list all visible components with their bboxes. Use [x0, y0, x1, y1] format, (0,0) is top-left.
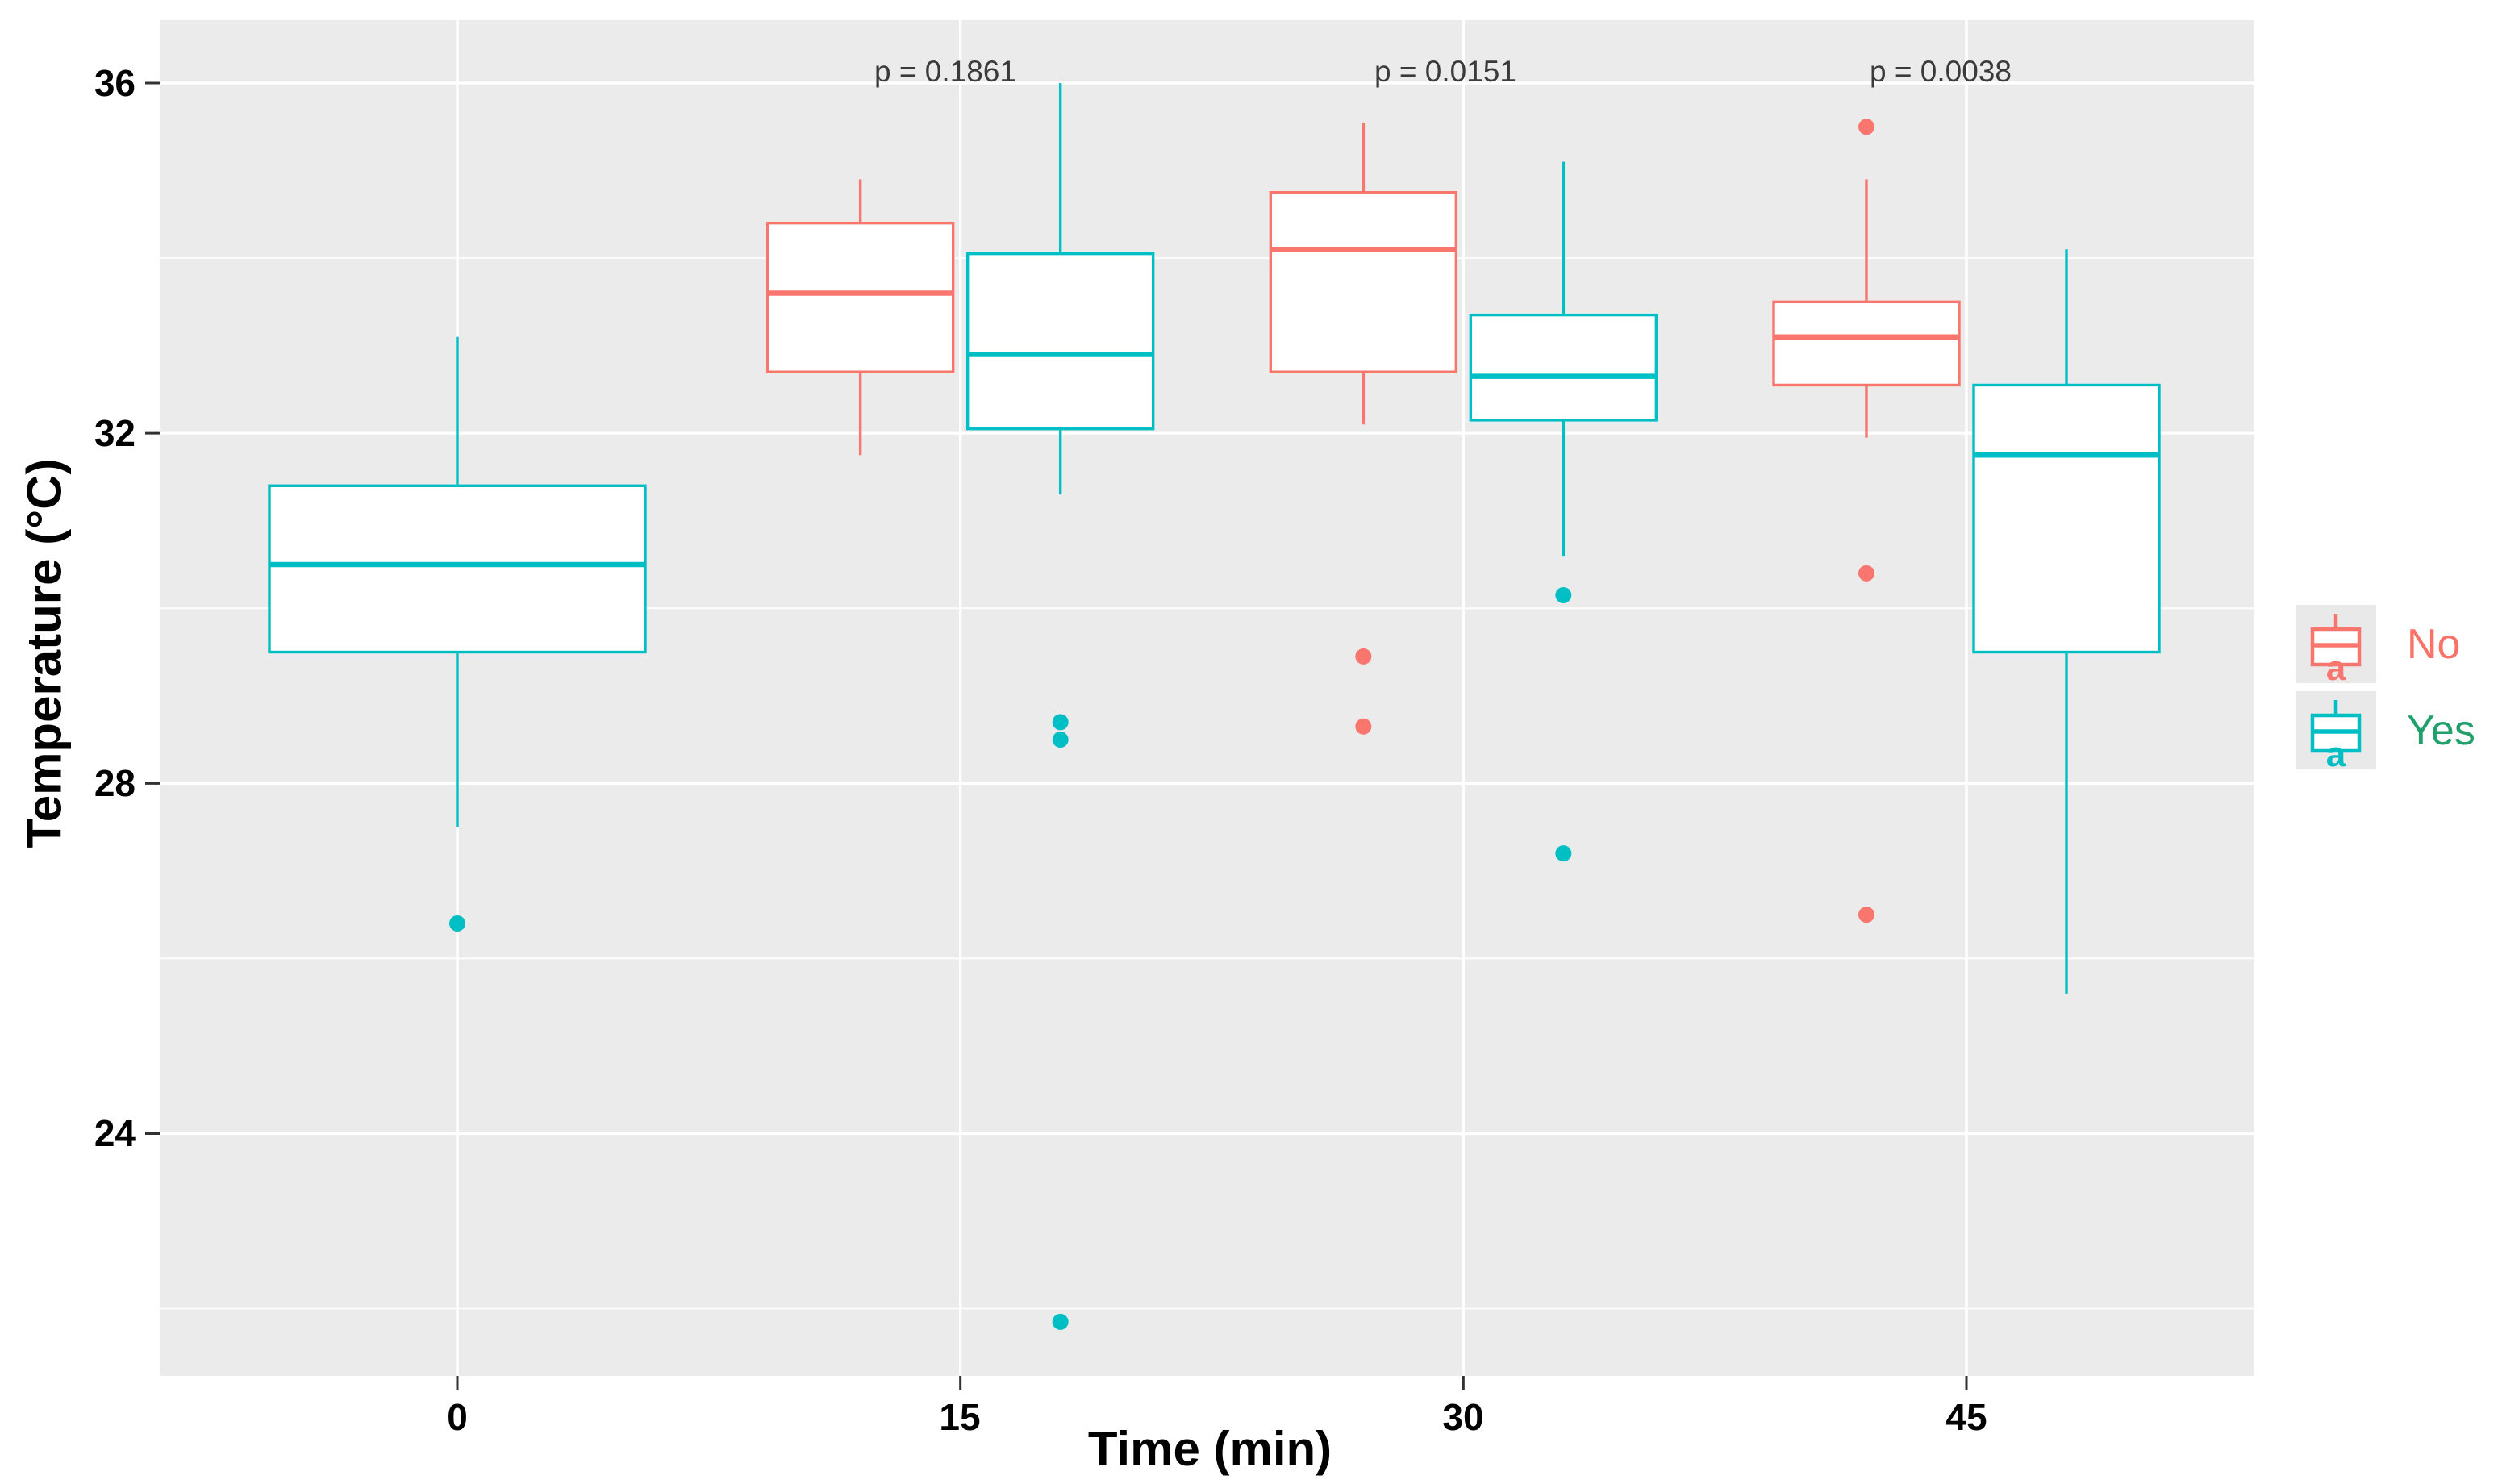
outlier-dot — [1858, 119, 1875, 135]
box-yes-t45 — [1972, 249, 2161, 994]
x-tick-label-30: 30 — [1442, 1396, 1484, 1438]
plot-panel — [160, 20, 2254, 1376]
outlier-dot — [1355, 648, 1372, 665]
svg-text:a: a — [2326, 735, 2346, 769]
box-no-t45 — [1772, 119, 1961, 923]
iqr-box — [1772, 300, 1961, 387]
x-tick-label-0: 0 — [447, 1396, 468, 1438]
svg-text:a: a — [2326, 648, 2346, 683]
legend-item-yes: a Yes — [2296, 691, 2475, 774]
iqr-box — [765, 221, 955, 373]
legend-key-no: a — [2296, 605, 2376, 688]
iqr-box — [965, 252, 1155, 431]
outlier-dot — [1052, 732, 1069, 748]
p-value-annotation-t45: p = 0.0038 — [1870, 55, 2012, 88]
legend-label-yes: Yes — [2407, 707, 2475, 754]
outlier-dot — [1858, 907, 1875, 923]
x-axis-title: Time (min) — [1087, 1422, 1332, 1476]
outlier-dot — [1555, 845, 1572, 862]
y-tick-label-24: 24 — [94, 1112, 136, 1154]
outlier-dot — [1052, 714, 1069, 731]
y-tick-label-28: 28 — [94, 762, 136, 804]
box-yes-t30 — [1469, 161, 1658, 862]
box-no-t15 — [765, 179, 955, 456]
p-value-annotation-t15: p = 0.1861 — [874, 55, 1016, 88]
legend: a No a Yes — [2296, 605, 2475, 777]
outlier-dot — [1555, 586, 1572, 603]
iqr-box — [1972, 383, 2161, 654]
box-no-t30 — [1269, 122, 1458, 735]
gridlines — [160, 20, 2254, 1376]
axis-tick-marks — [145, 81, 1968, 1390]
outlier-dot — [1355, 718, 1372, 735]
legend-item-no: a No — [2296, 605, 2475, 688]
legend-key-yes: a — [2296, 691, 2376, 774]
box-yes-t15 — [965, 83, 1155, 1330]
outlier-dot — [1052, 1313, 1069, 1330]
y-tick-label-36: 36 — [94, 62, 136, 104]
x-tick-label-15: 15 — [939, 1396, 981, 1438]
x-tick-label-45: 45 — [1945, 1396, 1987, 1438]
y-tick-label-32: 32 — [94, 412, 136, 454]
iqr-box — [1469, 313, 1658, 422]
outlier-dot — [1858, 565, 1875, 582]
boxplot-key-glyph-icon: a — [2310, 700, 2362, 774]
box-yes-t0 — [268, 336, 647, 932]
p-value-annotation-t30: p = 0.0151 — [1374, 55, 1516, 88]
outlier-dot — [449, 915, 465, 932]
legend-label-no: No — [2407, 620, 2461, 668]
iqr-box — [1269, 190, 1458, 373]
boxplot-key-glyph-icon: a — [2310, 614, 2362, 688]
iqr-box — [268, 484, 647, 654]
